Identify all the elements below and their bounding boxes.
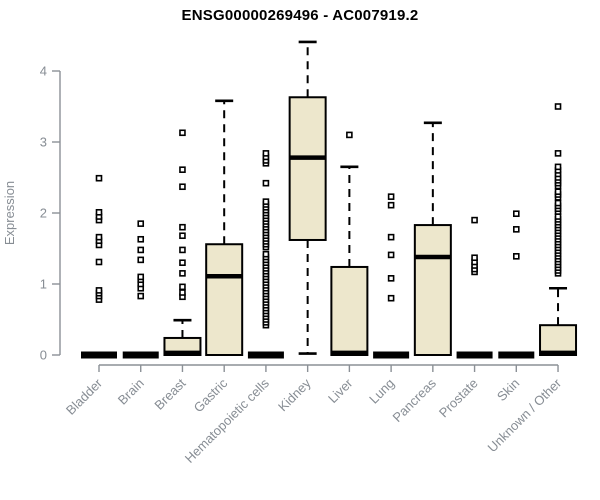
outlier-point [179,289,186,296]
box [330,265,369,356]
box-group [456,216,493,359]
outlier-point [471,254,478,262]
box-group [330,131,369,356]
outlier-point [137,292,145,300]
y-tick-label: 4 [40,64,47,79]
outlier-point [387,251,395,259]
x-tick-label: Prostate [436,376,481,421]
x-tick-label: Lung [366,376,397,407]
outlier-point [179,223,186,231]
outlier-point [179,259,186,267]
x-tick-label: Liver [325,375,356,406]
outlier-point [137,256,145,264]
x-tick-label: Pancreas [390,375,440,425]
outlier-point [387,294,395,302]
outlier-point [95,258,103,266]
outlier-point [137,235,145,243]
y-tick-label: 0 [40,348,47,363]
outlier-point [137,246,145,254]
box-group [122,220,159,359]
x-tick-label: Kidney [275,375,314,414]
outlier-point [179,246,186,254]
outlier-point [95,174,103,182]
outlier-point [554,199,562,207]
outlier-point [512,253,520,260]
x-tick-label: Breast [151,375,188,412]
x-tick-label: Bladder [63,375,106,418]
outlier-point [387,275,395,282]
collapsed-box [122,351,159,359]
outlier-point [262,150,270,157]
box-group [413,121,452,356]
outlier-point [512,226,520,233]
x-tick-label: Brain [115,376,147,408]
outlier-point [554,150,562,157]
x-tick-label: Unknown / Other [485,375,565,455]
outlier-point [179,129,186,137]
outlier-point [179,232,186,240]
outlier-point [512,210,520,218]
outlier-point [554,188,562,195]
outlier-point [346,131,353,139]
y-tick-label: 3 [40,135,47,150]
box-group [81,174,117,359]
y-axis: 0 1 2 3 4 Expression [2,64,61,363]
collapsed-box [456,351,493,359]
collapsed-box [247,351,284,359]
x-tick-label: Skin [494,376,522,404]
chart-title: ENSG00000269496 - AC007919.2 [181,7,419,24]
box-group [498,210,535,359]
outlier-point [95,287,103,294]
outlier-point [554,163,562,171]
outlier-point [179,283,186,291]
outlier-point [179,183,186,191]
outlier-point [137,220,145,227]
y-tick-label: 2 [40,206,47,221]
collapsed-box [498,351,535,359]
box-group [539,103,578,356]
outlier-point [387,193,395,200]
outlier-point [179,166,186,173]
box [205,243,244,357]
box [539,324,578,356]
outlier-point [137,273,145,281]
box-group [247,150,284,359]
outlier-point [387,201,395,209]
box-group [373,193,410,359]
collapsed-box [81,351,117,359]
outlier-point [179,270,186,277]
y-tick-label: 1 [40,277,47,292]
box-group [205,99,244,357]
y-axis-label: Expression [2,181,17,245]
box-group [163,129,202,356]
outlier-point [262,250,270,258]
outlier-point [262,179,270,187]
box [413,224,452,356]
x-tick-label: Gastric [191,375,231,415]
box-group [288,40,327,355]
outlier-point [554,103,562,110]
box [288,96,327,241]
collapsed-box [373,351,410,359]
outlier-point [387,233,395,241]
outlier-point [471,216,478,224]
outlier-point [95,208,103,216]
outlier-point [262,198,270,205]
outlier-point [95,233,103,241]
